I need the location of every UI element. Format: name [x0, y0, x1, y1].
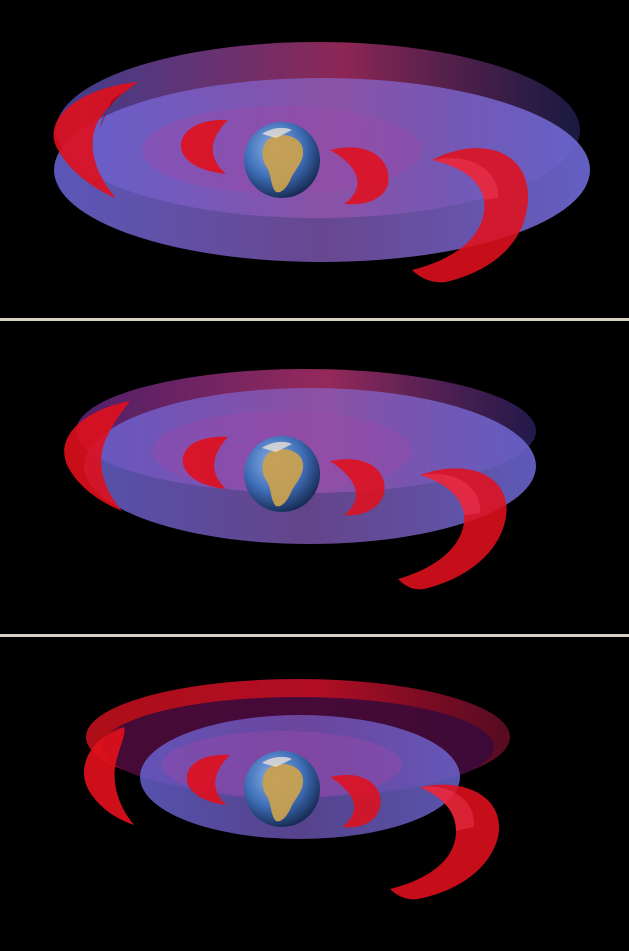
belts-illustration-top	[0, 0, 629, 318]
panel-top	[0, 0, 629, 318]
panel-middle	[0, 321, 629, 634]
belts-illustration-middle	[0, 321, 629, 634]
panel-bottom	[0, 637, 629, 951]
belts-illustration-bottom	[0, 637, 629, 951]
